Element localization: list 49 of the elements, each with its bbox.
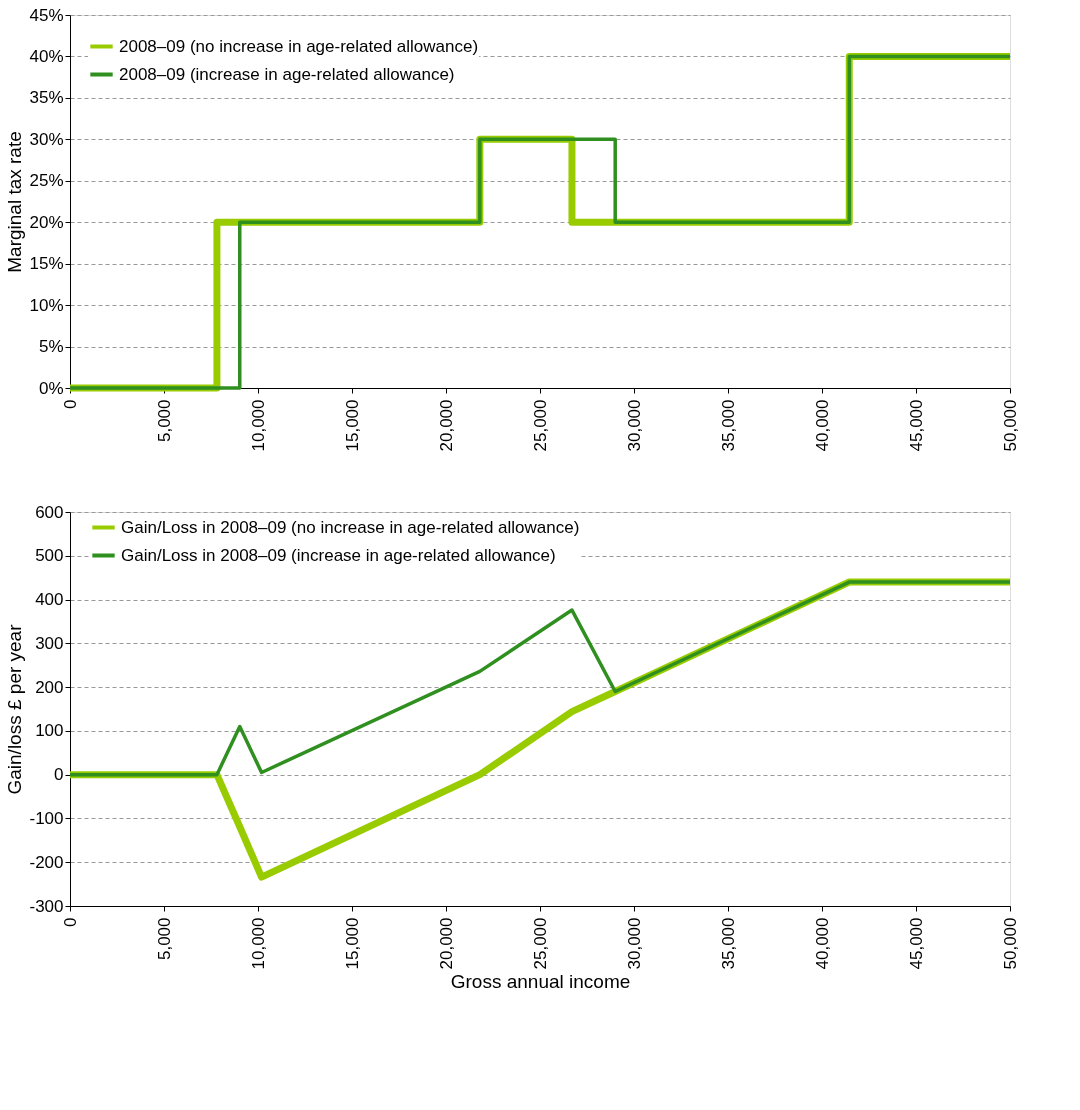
x-tick-label: 0	[60, 399, 80, 409]
y-tick-label: -200	[29, 852, 64, 872]
y-tick-label: 10%	[29, 295, 64, 315]
legend-label: 2008–09 (increase in age-related allowance)	[119, 64, 455, 84]
y-tick-label: 40%	[29, 46, 64, 66]
x-tick-label: 5,000	[154, 917, 174, 961]
y-tick-label: 15%	[29, 254, 64, 274]
x-tick-label: 50,000	[1000, 917, 1020, 970]
x-tick-label: 10,000	[248, 399, 268, 452]
y-tick-label: 0	[54, 765, 64, 785]
legend-label: 2008–09 (no increase in age-related allowance)	[119, 36, 479, 56]
y-tick-label: 500	[35, 546, 64, 566]
x-axis-title: Gross annual income	[450, 971, 631, 993]
x-tick-label: 15,000	[342, 399, 362, 452]
y-tick-label: 100	[35, 721, 64, 741]
y-tick-label: 600	[35, 502, 64, 522]
y-tick-label: 25%	[29, 171, 64, 191]
legend-label: Gain/Loss in 2008–09 (increase in age-related allowance)	[121, 545, 556, 565]
y-axis-title: Marginal tax rate	[4, 131, 26, 273]
x-tick-label: 35,000	[718, 917, 738, 970]
x-tick-label: 40,000	[812, 399, 832, 452]
x-tick-label: 20,000	[436, 917, 456, 970]
x-tick-label: 25,000	[530, 917, 550, 970]
y-tick-label: -100	[29, 808, 64, 828]
x-tick-label: 25,000	[530, 399, 550, 452]
y-tick-label: 20%	[29, 212, 64, 232]
y-tick-label: 5%	[38, 337, 64, 357]
y-tick-label: 35%	[29, 88, 64, 108]
y-tick-label: 300	[35, 633, 64, 653]
x-tick-label: 5,000	[154, 399, 174, 443]
y-tick-label: 45%	[29, 5, 64, 25]
x-tick-label: 30,000	[624, 399, 644, 452]
y-tick-label: 30%	[29, 129, 64, 149]
x-tick-label: 20,000	[436, 399, 456, 452]
x-tick-label: 0	[60, 917, 80, 927]
x-tick-label: 45,000	[906, 917, 926, 970]
y-axis-title: Gain/loss £ per year	[4, 623, 26, 795]
x-tick-label: 15,000	[342, 917, 362, 970]
x-tick-label: 40,000	[812, 917, 832, 970]
x-tick-label: 10,000	[248, 917, 268, 970]
y-tick-label: 400	[35, 590, 64, 610]
y-tick-label: 0%	[38, 378, 64, 398]
x-tick-label: 45,000	[906, 399, 926, 452]
x-tick-label: 35,000	[718, 399, 738, 452]
legend-label: Gain/Loss in 2008–09 (no increase in age-related allowance)	[121, 517, 580, 537]
x-tick-label: 30,000	[624, 917, 644, 970]
y-tick-label: -300	[29, 896, 64, 916]
x-tick-label: 50,000	[1000, 399, 1020, 452]
y-tick-label: 200	[35, 677, 64, 697]
